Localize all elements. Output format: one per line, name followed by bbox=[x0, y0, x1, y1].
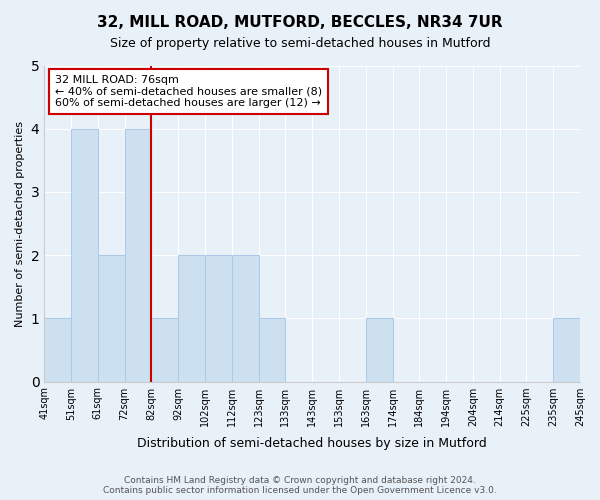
Text: Size of property relative to semi-detached houses in Mutford: Size of property relative to semi-detach… bbox=[110, 38, 490, 51]
Bar bbox=[178, 255, 205, 382]
Text: 32, MILL ROAD, MUTFORD, BECCLES, NR34 7UR: 32, MILL ROAD, MUTFORD, BECCLES, NR34 7U… bbox=[97, 15, 503, 30]
X-axis label: Distribution of semi-detached houses by size in Mutford: Distribution of semi-detached houses by … bbox=[137, 437, 487, 450]
Bar bbox=[125, 128, 151, 382]
Bar bbox=[366, 318, 392, 382]
Text: Contains HM Land Registry data © Crown copyright and database right 2024.
Contai: Contains HM Land Registry data © Crown c… bbox=[103, 476, 497, 495]
Y-axis label: Number of semi-detached properties: Number of semi-detached properties bbox=[15, 120, 25, 326]
Bar bbox=[151, 318, 178, 382]
Bar bbox=[259, 318, 286, 382]
Bar bbox=[98, 255, 125, 382]
Bar bbox=[553, 318, 580, 382]
Bar bbox=[71, 128, 98, 382]
Bar bbox=[232, 255, 259, 382]
Bar bbox=[44, 318, 71, 382]
Bar bbox=[205, 255, 232, 382]
Text: 32 MILL ROAD: 76sqm
← 40% of semi-detached houses are smaller (8)
60% of semi-de: 32 MILL ROAD: 76sqm ← 40% of semi-detach… bbox=[55, 75, 322, 108]
